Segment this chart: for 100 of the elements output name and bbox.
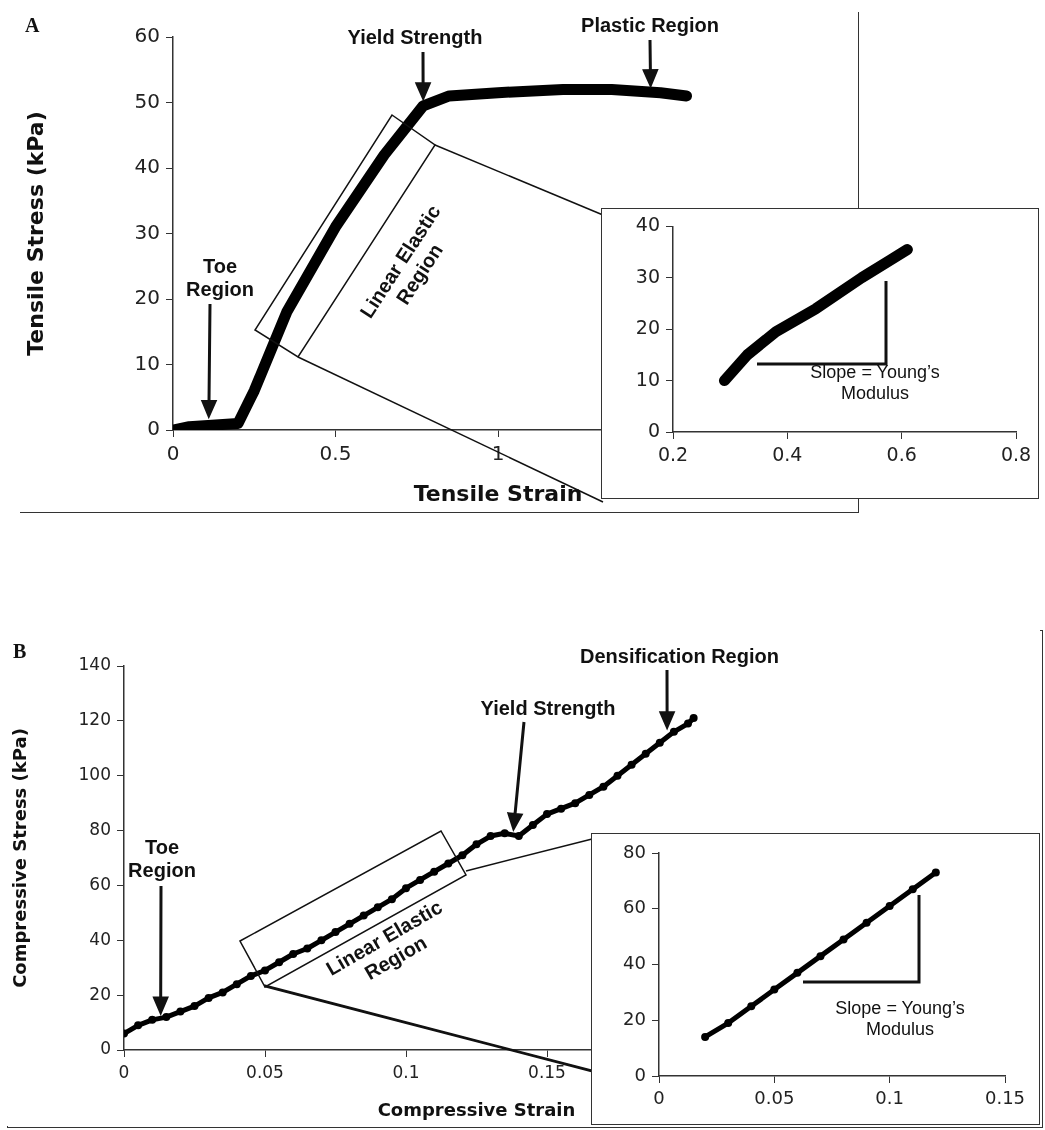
annotation: Yield Strength [346, 26, 484, 49]
point [599, 782, 608, 791]
point [689, 714, 698, 723]
x-tick-label: 0.05 [754, 1087, 795, 1109]
point [261, 966, 269, 975]
x-tick-label: 0.05 [246, 1061, 284, 1082]
y-tick-label: 10 [134, 350, 160, 375]
point [430, 867, 439, 876]
point [289, 950, 298, 958]
point [816, 952, 825, 961]
point [669, 727, 678, 736]
x-tick-label: 0.15 [984, 1087, 1026, 1109]
point [724, 1019, 733, 1028]
y-tick-label: 20 [134, 285, 160, 310]
point [176, 1007, 185, 1016]
point [190, 1002, 199, 1011]
point [472, 840, 481, 849]
annotation: Slope = Young’s Modulus [834, 998, 966, 1040]
point [246, 971, 255, 980]
annotation: Plastic Region [580, 14, 720, 37]
x-tick-label: 0.1 [875, 1087, 904, 1109]
annotation: Yield Strength [479, 697, 617, 720]
point [908, 885, 917, 894]
x-tick-label: 0 [118, 1061, 130, 1082]
point [701, 1032, 710, 1041]
point [641, 749, 650, 758]
point [500, 829, 509, 838]
point [275, 958, 284, 967]
text: A [25, 14, 41, 37]
point [486, 832, 495, 841]
point [839, 935, 848, 944]
point [303, 944, 312, 953]
point [613, 771, 622, 780]
point [571, 799, 580, 808]
point [162, 1013, 171, 1022]
annotation: Toe Region [127, 836, 197, 882]
y-tick-label: 40 [134, 154, 160, 179]
text: B [13, 640, 28, 663]
x-tick-label: 0.4 [772, 443, 803, 466]
point [885, 901, 894, 910]
point [148, 1015, 157, 1024]
point [543, 810, 551, 819]
point [317, 936, 326, 945]
point [557, 804, 566, 813]
point [458, 851, 467, 860]
x-tick-label: 0 [166, 441, 180, 466]
annotation: Densification Region [579, 645, 780, 668]
point [747, 1002, 756, 1011]
y-tick-label: 40 [623, 952, 646, 974]
point [232, 980, 241, 989]
point [373, 903, 382, 912]
y-tick-label: 80 [623, 840, 646, 862]
y-tick-label: 100 [78, 764, 111, 785]
annotation: Toe Region [185, 255, 255, 301]
y-axis-title: Compressive Stress (kPa) [9, 728, 31, 988]
y-tick-label: 0 [100, 1038, 111, 1059]
x-tick-label: 0.5 [319, 441, 352, 466]
y-tick-label: 120 [78, 709, 111, 730]
x-axis-title: Compressive Strain [377, 1098, 576, 1120]
point [793, 968, 802, 977]
point [416, 875, 425, 884]
point [684, 719, 692, 728]
y-tick-label: 60 [134, 23, 160, 48]
y-tick-label: 60 [623, 896, 646, 918]
point [204, 993, 213, 1002]
x-axis-title: Tensile Strain [413, 480, 583, 506]
point [514, 832, 523, 841]
y-tick-label: 40 [89, 928, 111, 949]
point [528, 821, 537, 830]
point [218, 988, 227, 997]
point [402, 884, 410, 893]
y-tick-label: 80 [89, 818, 111, 839]
y-tick-label: 30 [635, 264, 660, 287]
y-tick-label: 60 [89, 873, 111, 894]
y-tick-label: 20 [89, 983, 111, 1004]
point [627, 760, 636, 769]
y-tick-label: 20 [623, 1007, 646, 1029]
x-tick-label: 0.6 [886, 443, 917, 466]
y-tick-label: 140 [78, 654, 111, 675]
y-tick-label: 30 [134, 219, 160, 244]
point [359, 911, 368, 920]
point [331, 928, 340, 937]
x-tick-label: 0.2 [657, 443, 689, 466]
x-tick-label: 0.8 [1000, 443, 1032, 466]
y-tick-label: 10 [635, 367, 660, 390]
point [931, 868, 940, 877]
x-tick-label: 0.1 [392, 1061, 420, 1082]
y-tick-label: 40 [635, 213, 660, 236]
point [862, 918, 871, 927]
point [770, 985, 779, 994]
x-tick-label: 0.15 [528, 1061, 566, 1082]
y-tick-label: 0 [647, 418, 660, 441]
y-axis-title: Tensile Stress (kPa) [22, 111, 48, 356]
annotation: Slope = Young’s Modulus [809, 362, 941, 404]
point [655, 738, 664, 747]
y-tick-label: 0 [147, 416, 160, 441]
point [585, 790, 594, 799]
point [134, 1021, 143, 1030]
y-tick-label: 50 [134, 88, 160, 113]
y-tick-label: 20 [635, 316, 660, 339]
